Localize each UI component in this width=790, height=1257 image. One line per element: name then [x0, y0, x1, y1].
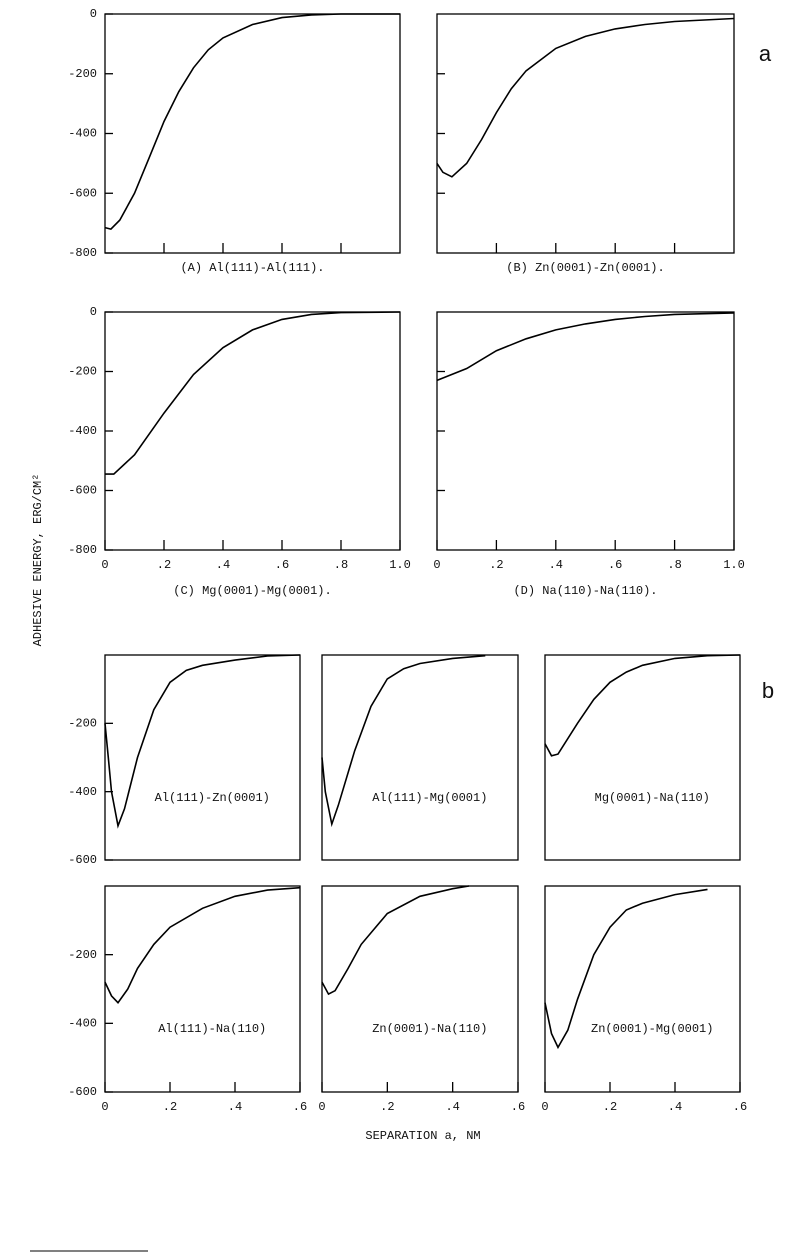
x-tick-label: .8 [667, 558, 681, 572]
x-tick-label: .2 [603, 1100, 617, 1114]
y-tick-label: -200 [68, 948, 97, 962]
y-tick-label: -400 [68, 1017, 97, 1031]
group-label: b [762, 678, 774, 703]
x-tick-label: .2 [489, 558, 503, 572]
plot-frame [321, 885, 519, 1093]
plot-frame [436, 311, 735, 551]
curve [436, 17, 735, 178]
curve [321, 654, 486, 828]
y-axis-label: ADHESIVE ENERGY, ERG/CM² [31, 474, 45, 647]
y-tick-label: -800 [68, 543, 97, 557]
curve [104, 886, 301, 1004]
plot-frame [544, 654, 741, 861]
x-tick-label: .6 [511, 1100, 525, 1114]
plot-frame [544, 885, 741, 1093]
group-label: a [759, 41, 772, 66]
x-tick-label: 1.0 [723, 558, 745, 572]
x-tick-label: .8 [334, 558, 348, 572]
y-tick-label: -200 [68, 365, 97, 379]
x-axis-label: SEPARATION a, NM [365, 1129, 480, 1143]
x-tick-label: .4 [228, 1100, 242, 1114]
y-tick-label: -400 [68, 424, 97, 438]
panel-caption: (B) Zn(0001)-Zn(0001). [506, 261, 664, 275]
panel-label: Mg(0001)-Na(110) [595, 791, 710, 805]
panel-caption: (A) Al(111)-Al(111). [180, 261, 324, 275]
y-tick-label: 0 [90, 305, 97, 319]
curve [321, 885, 470, 996]
x-tick-label: .4 [549, 558, 563, 572]
plot-frame [436, 13, 735, 254]
y-tick-label: -600 [68, 853, 97, 867]
x-tick-label: .6 [733, 1100, 747, 1114]
x-tick-label: .4 [668, 1100, 682, 1114]
plot-frame [104, 885, 301, 1093]
x-tick-label: 0 [433, 558, 440, 572]
panel-label: Zn(0001)-Na(110) [372, 1022, 487, 1036]
y-tick-label: 0 [90, 7, 97, 21]
x-tick-label: .4 [445, 1100, 459, 1114]
curve [436, 312, 735, 382]
plot-frame [104, 13, 401, 254]
x-tick-label: 1.0 [389, 558, 411, 572]
curve [104, 13, 400, 230]
curve [104, 654, 301, 829]
plot-frame [104, 311, 401, 551]
x-tick-label: 0 [101, 558, 108, 572]
x-tick-label: 0 [541, 1100, 548, 1114]
x-tick-label: .6 [275, 558, 289, 572]
panel-caption: (C) Mg(0001)-Mg(0001). [173, 584, 331, 598]
plot-frame [104, 654, 301, 861]
x-tick-label: .2 [163, 1100, 177, 1114]
y-tick-label: -200 [68, 67, 97, 81]
panel-caption: (D) Na(110)-Na(110). [513, 584, 657, 598]
panel-label: Zn(0001)-Mg(0001) [591, 1022, 713, 1036]
curve [544, 654, 741, 757]
y-tick-label: -400 [68, 127, 97, 141]
x-tick-label: 0 [101, 1100, 108, 1114]
y-tick-label: -600 [68, 1085, 97, 1099]
y-tick-label: -200 [68, 717, 97, 731]
x-tick-label: .4 [216, 558, 230, 572]
x-tick-label: .2 [380, 1100, 394, 1114]
y-tick-label: -400 [68, 785, 97, 799]
curve [105, 311, 401, 475]
x-tick-label: .6 [293, 1100, 307, 1114]
y-tick-label: -600 [68, 484, 97, 498]
x-tick-label: .6 [608, 558, 622, 572]
y-tick-label: -600 [68, 186, 97, 200]
panel-label: Al(111)-Na(110) [158, 1022, 266, 1036]
plot-frame [321, 654, 519, 861]
y-tick-label: -800 [68, 246, 97, 260]
x-tick-label: .2 [157, 558, 171, 572]
panel-label: Al(111)-Mg(0001) [372, 791, 487, 805]
curve [544, 888, 708, 1050]
x-tick-label: 0 [318, 1100, 325, 1114]
panel-label: Al(111)-Zn(0001) [155, 791, 270, 805]
